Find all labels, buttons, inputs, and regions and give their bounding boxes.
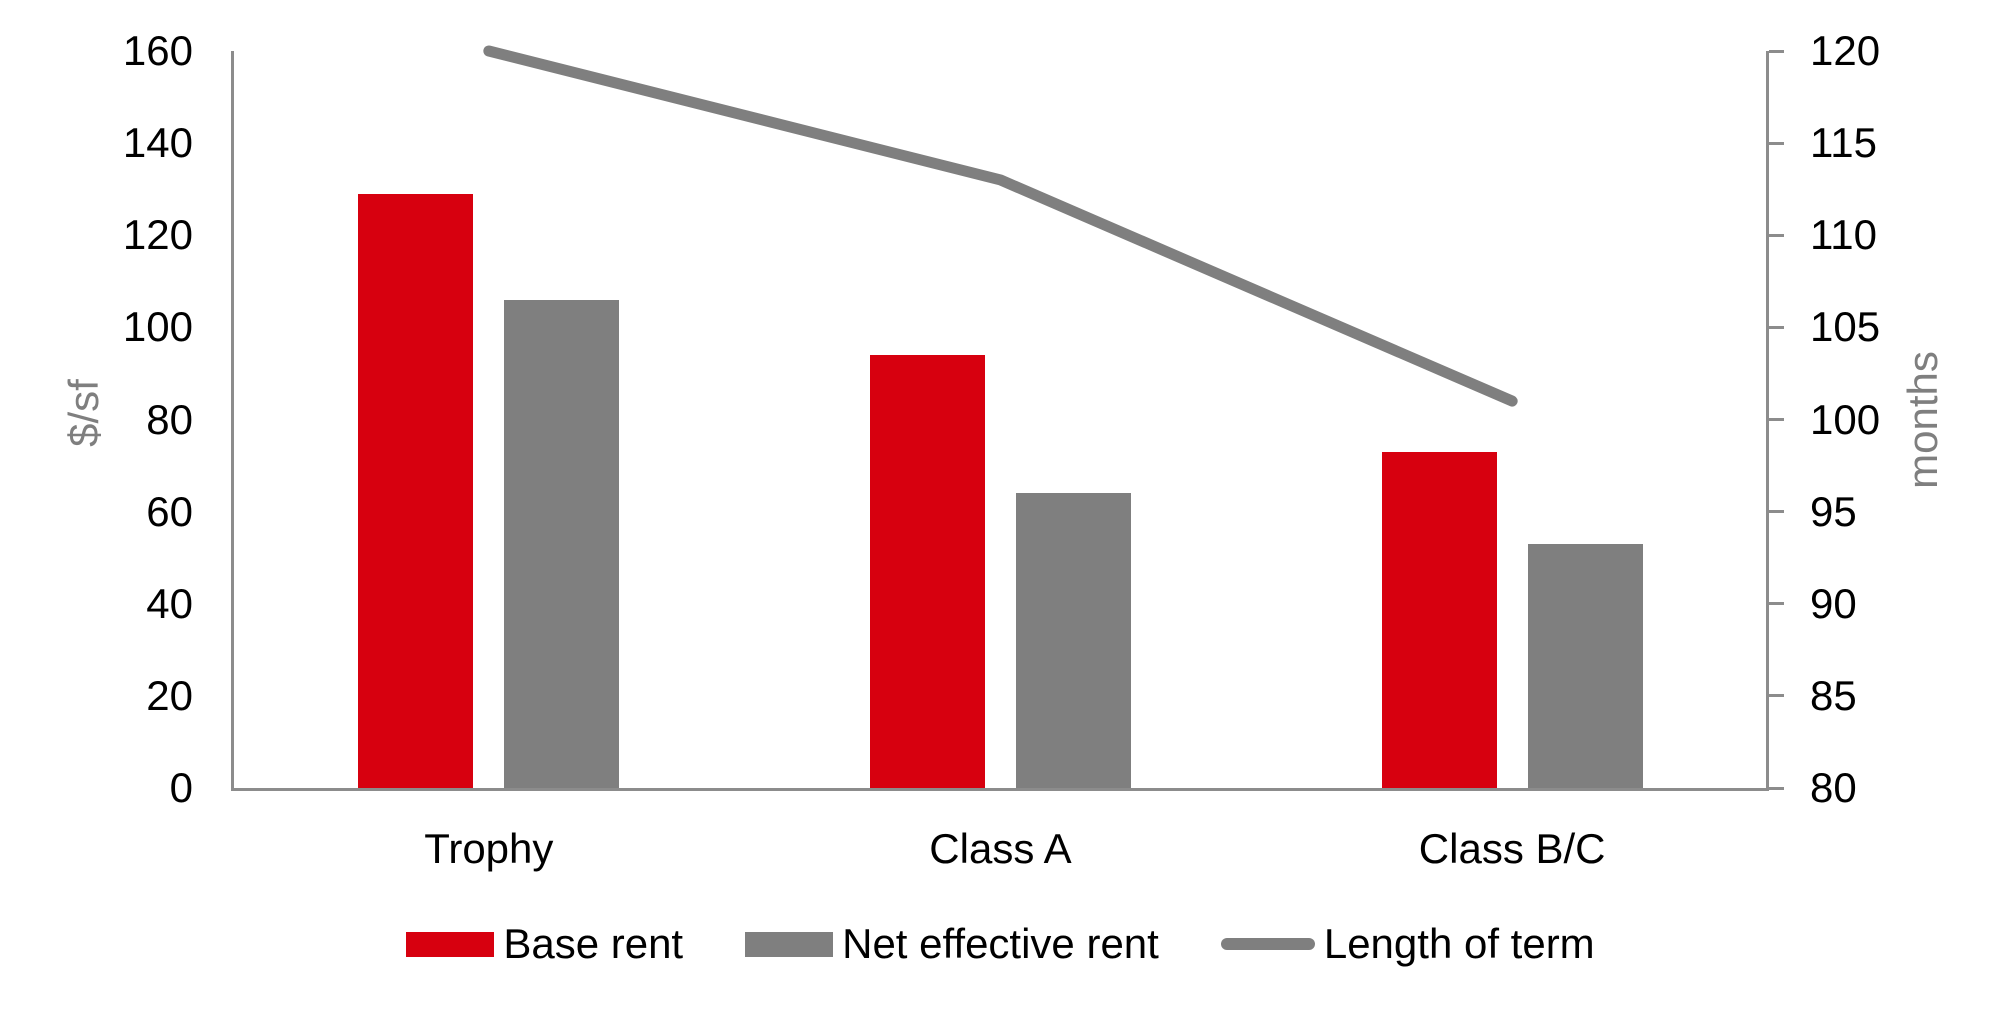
- length-of-term-polyline: [483, 45, 1518, 407]
- right-axis-tick-label: 100: [1810, 395, 1881, 443]
- right-axis-tick-label: 85: [1810, 671, 1857, 719]
- legend: Base rent Net effective rent Length of t…: [233, 912, 1768, 976]
- legend-item-net-effective-rent: Net effective rent: [745, 920, 1159, 968]
- bar-base-rent-trophy: [358, 193, 474, 788]
- bar-net-effective-rent-trophy: [504, 299, 620, 788]
- left-axis-tick-label: 60: [146, 487, 193, 535]
- left-axis-tick-label: 80: [146, 395, 193, 443]
- right-axis-title: months: [1899, 351, 1946, 489]
- length-of-term-line-swatch-icon: [1220, 938, 1315, 950]
- left-axis-tick-label: 140: [122, 119, 193, 167]
- bar-base-rent-class-a: [870, 355, 985, 788]
- right-axis-tick-mark: [1769, 233, 1784, 237]
- legend-label-net-effective-rent: Net effective rent: [842, 920, 1159, 967]
- x-axis-category-label-class-b-c: Class B/C: [1418, 825, 1606, 872]
- legend-item-length-of-term: Length of term: [1220, 920, 1595, 968]
- right-axis-tick-mark: [1769, 694, 1784, 698]
- legend-item-base-rent: Base rent: [406, 920, 683, 968]
- bar-base-rent-class-b-c: [1381, 451, 1497, 788]
- net-effective-rent-swatch-icon: [745, 931, 834, 957]
- right-axis-tick-label: 80: [1810, 764, 1857, 811]
- right-axis-tick-mark: [1769, 510, 1784, 514]
- right-axis-tick-mark: [1769, 418, 1784, 421]
- right-axis-tick-label: 120: [1810, 27, 1881, 74]
- left-axis-tick-label: 20: [146, 671, 193, 719]
- right-axis-tick-label: 105: [1810, 303, 1881, 351]
- right-axis-tick-label: 115: [1810, 119, 1877, 167]
- right-axis-tick-label: 95: [1810, 487, 1857, 535]
- left-axis-tick-label: 0: [169, 764, 193, 811]
- x-axis-category-label-trophy: Trophy: [424, 825, 554, 872]
- bar-net-effective-rent-class-a: [1016, 493, 1131, 788]
- left-axis-tick-label: 120: [122, 211, 193, 259]
- base-rent-swatch-icon: [406, 931, 495, 957]
- left-axis-tick-label: 160: [122, 27, 193, 74]
- right-axis-tick-mark: [1769, 786, 1784, 790]
- length-of-term-line: [483, 45, 1518, 407]
- right-axis-line: [1766, 51, 1769, 791]
- x-axis-line: [231, 788, 1769, 791]
- left-axis-tick-label: 40: [146, 579, 193, 627]
- legend-label-length-of-term: Length of term: [1323, 920, 1595, 967]
- right-axis-tick-mark: [1769, 602, 1784, 606]
- right-axis-tick-label: 110: [1810, 211, 1877, 259]
- left-axis-line: [231, 51, 234, 791]
- right-axis-tick-mark: [1769, 141, 1784, 145]
- right-axis-tick-mark: [1769, 49, 1784, 53]
- bar-net-effective-rent-class-b-c: [1527, 543, 1643, 788]
- right-axis-tick-mark: [1769, 325, 1784, 329]
- x-axis-category-label-class-a: Class A: [929, 825, 1072, 872]
- right-axis-tick-label: 90: [1810, 579, 1857, 627]
- left-axis-tick-label: 100: [122, 303, 193, 351]
- plot-area: [233, 45, 1768, 788]
- legend-label-base-rent: Base rent: [503, 920, 684, 967]
